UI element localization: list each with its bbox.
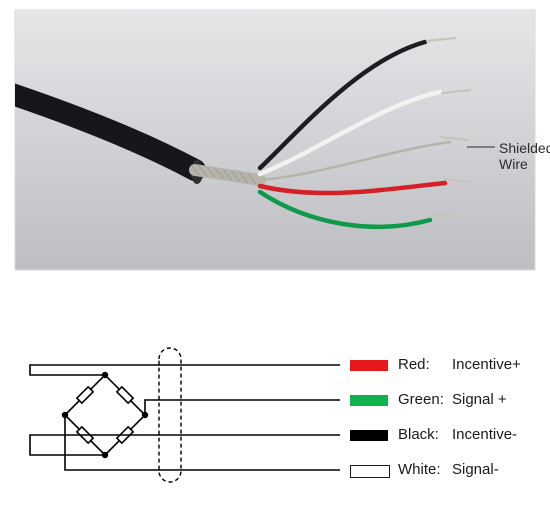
legend-signal-name: Incentive- — [452, 426, 517, 443]
legend-color-name: White: — [398, 461, 441, 478]
legend-color-name: Red: — [398, 356, 430, 373]
legend-swatch-green — [350, 395, 388, 406]
legend-signal-name: Signal- — [452, 461, 499, 478]
legend-signal-name: Signal + — [452, 391, 507, 408]
legend-swatch-red — [350, 360, 388, 371]
shielded-wire-callout-label: Shielded Wire — [499, 140, 550, 172]
figure-root: Shielded Wire Red: Incentive+ Green: Signal… — [0, 0, 550, 517]
cable-photo-illustration — [0, 0, 550, 280]
legend-swatch-black — [350, 430, 388, 441]
wheatstone-bridge-diagram — [0, 300, 550, 520]
legend-swatch-white — [350, 465, 390, 478]
legend-color-name: Black: — [398, 426, 439, 443]
legend-signal-name: Incentive+ — [452, 356, 521, 373]
legend-color-name: Green: — [398, 391, 444, 408]
